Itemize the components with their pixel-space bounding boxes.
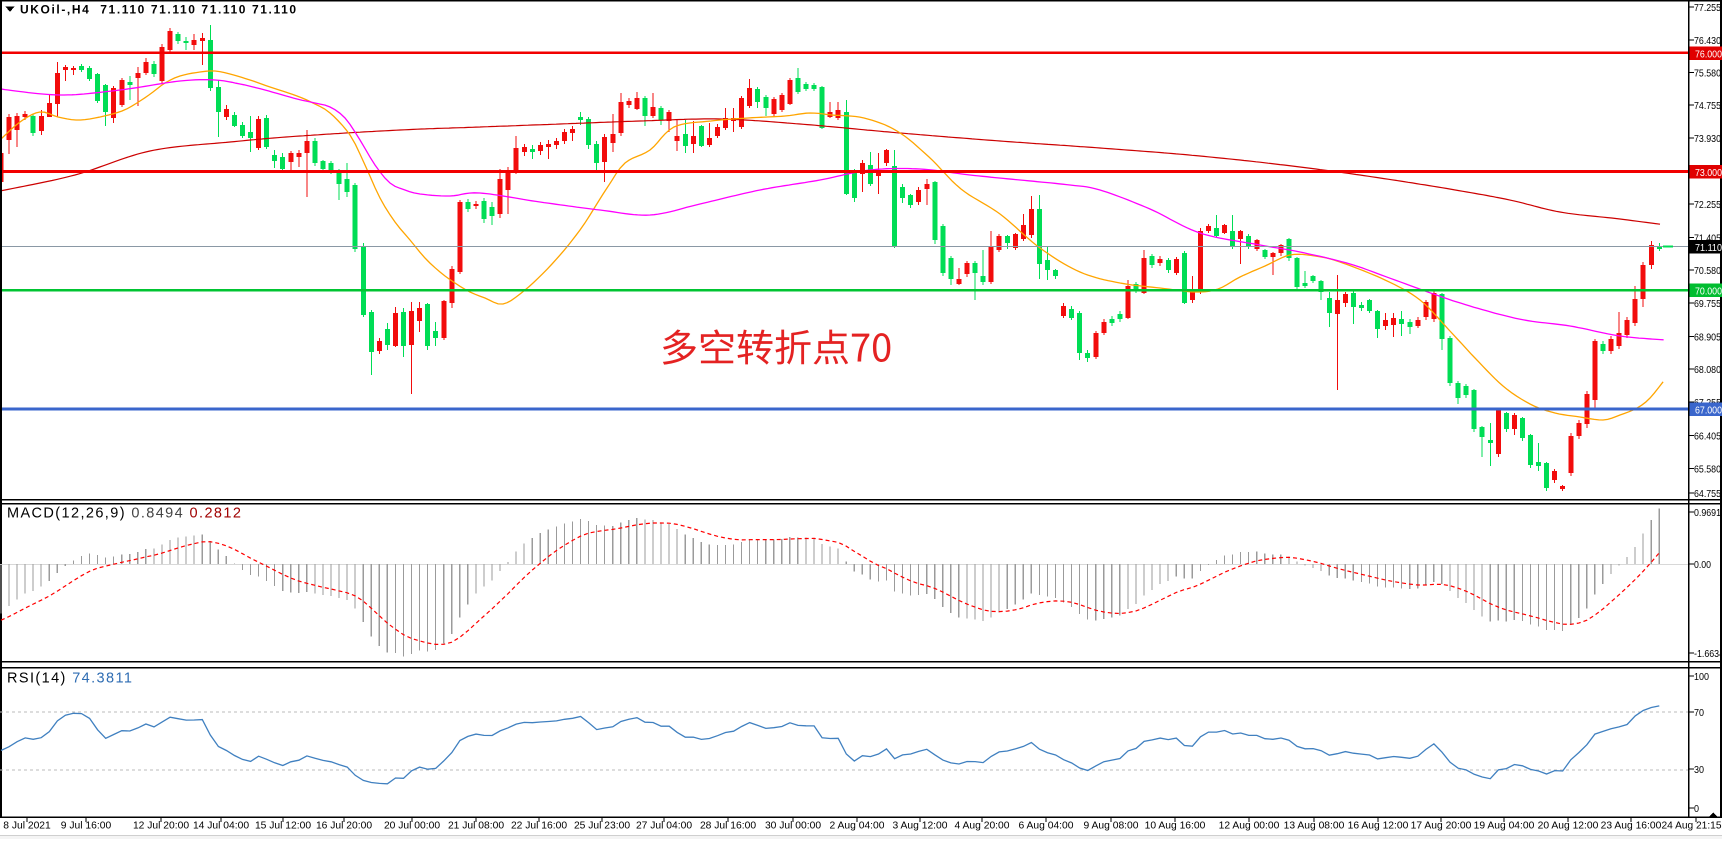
svg-text:2 Aug 04:00: 2 Aug 04:00 [830, 821, 885, 832]
svg-text:100: 100 [1694, 671, 1709, 683]
svg-text:13 Aug 08:00: 13 Aug 08:00 [1284, 821, 1345, 832]
svg-text:69.755: 69.755 [1694, 298, 1721, 310]
svg-text:76.000: 76.000 [1695, 48, 1722, 60]
svg-text:28 Jul 16:00: 28 Jul 16:00 [700, 821, 756, 832]
svg-text:23 Aug 16:00: 23 Aug 16:00 [1601, 821, 1662, 832]
svg-text:71.110: 71.110 [1695, 242, 1722, 254]
svg-text:73.930: 73.930 [1694, 133, 1721, 145]
svg-text:20 Aug 12:00: 20 Aug 12:00 [1538, 821, 1599, 832]
svg-text:70: 70 [1694, 707, 1704, 719]
svg-text:14 Jul 04:00: 14 Jul 04:00 [193, 821, 249, 832]
svg-text:15 Jul 12:00: 15 Jul 12:00 [255, 821, 311, 832]
svg-text:4 Aug 20:00: 4 Aug 20:00 [955, 821, 1010, 832]
svg-text:0.9691: 0.9691 [1694, 507, 1721, 519]
svg-text:77.255: 77.255 [1694, 2, 1721, 14]
svg-text:16 Jul 20:00: 16 Jul 20:00 [316, 821, 372, 832]
svg-text:RSI(14) 74.3811: RSI(14) 74.3811 [7, 671, 133, 687]
svg-text:75.580: 75.580 [1694, 68, 1721, 80]
svg-text:22 Jul 16:00: 22 Jul 16:00 [511, 821, 567, 832]
svg-text:9 Aug 08:00: 9 Aug 08:00 [1084, 821, 1139, 832]
svg-text:12 Aug 00:00: 12 Aug 00:00 [1219, 821, 1280, 832]
svg-text:66.405: 66.405 [1694, 431, 1721, 443]
svg-text:25 Jul 23:00: 25 Jul 23:00 [574, 821, 630, 832]
svg-text:19 Aug 04:00: 19 Aug 04:00 [1474, 821, 1535, 832]
svg-text:21 Jul 08:00: 21 Jul 08:00 [448, 821, 504, 832]
svg-text:0.00: 0.00 [1694, 559, 1711, 571]
svg-text:74.755: 74.755 [1694, 100, 1721, 112]
svg-text:6 Aug 04:00: 6 Aug 04:00 [1019, 821, 1074, 832]
svg-text:30: 30 [1694, 764, 1704, 776]
svg-text:MACD(12,26,9) 0.8494 0.2812: MACD(12,26,9) 0.8494 0.2812 [7, 506, 242, 522]
svg-text:70.580: 70.580 [1694, 265, 1721, 277]
svg-text:3 Aug 12:00: 3 Aug 12:00 [893, 821, 948, 832]
svg-text:-1.6634: -1.6634 [1694, 648, 1722, 660]
svg-text:76.430: 76.430 [1694, 35, 1721, 47]
svg-text:73.000: 73.000 [1695, 167, 1722, 179]
svg-text:70.000: 70.000 [1695, 286, 1722, 298]
svg-text:10 Aug 16:00: 10 Aug 16:00 [1145, 821, 1206, 832]
svg-text:68.080: 68.080 [1694, 364, 1721, 376]
svg-text:27 Jul 04:00: 27 Jul 04:00 [636, 821, 692, 832]
svg-text:0: 0 [1694, 803, 1699, 815]
svg-text:8 Jul 2021: 8 Jul 2021 [3, 821, 51, 832]
svg-text:UKOil-,H4 71.110 71.110 71.11: UKOil-,H4 71.110 71.110 71.110 71.110 [20, 3, 298, 17]
svg-text:20 Jul 00:00: 20 Jul 00:00 [384, 821, 440, 832]
svg-text:67.000: 67.000 [1695, 405, 1722, 417]
svg-text:9 Jul 16:00: 9 Jul 16:00 [61, 821, 112, 832]
svg-text:12 Jul 20:00: 12 Jul 20:00 [133, 821, 189, 832]
svg-text:72.255: 72.255 [1694, 199, 1721, 211]
svg-text:16 Aug 12:00: 16 Aug 12:00 [1348, 821, 1409, 832]
svg-text:17 Aug 20:00: 17 Aug 20:00 [1411, 821, 1472, 832]
svg-text:64.755: 64.755 [1694, 488, 1721, 500]
svg-text:68.905: 68.905 [1694, 332, 1721, 344]
svg-text:65.580: 65.580 [1694, 464, 1721, 476]
svg-text:30 Jul 00:00: 30 Jul 00:00 [765, 821, 821, 832]
svg-text:24 Aug 21:15: 24 Aug 21:15 [1662, 821, 1722, 832]
